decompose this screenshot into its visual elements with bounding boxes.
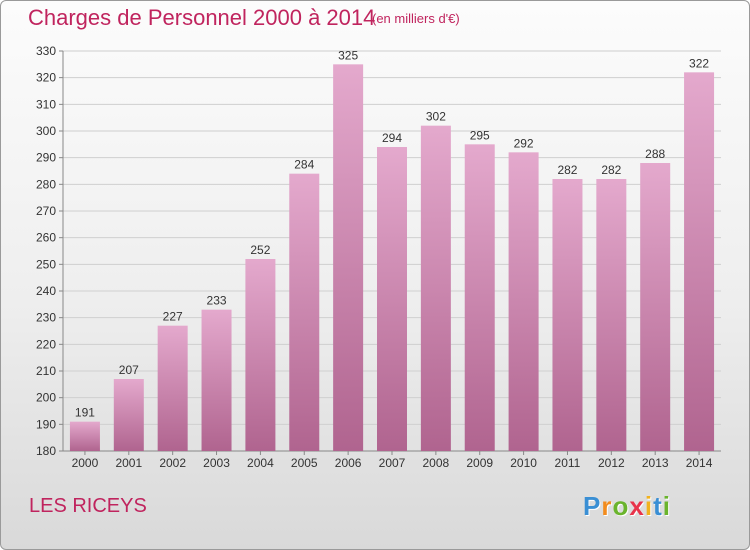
y-tick-label: 230 — [36, 311, 56, 325]
logo-letter: i — [662, 491, 671, 521]
x-tick-label: 2011 — [555, 456, 581, 470]
x-tick-label: 2006 — [335, 456, 362, 470]
x-tick-label: 2005 — [291, 456, 318, 470]
x-tick-label: 2003 — [203, 456, 230, 470]
bar-2007 — [377, 147, 407, 451]
x-tick-label: 2009 — [466, 456, 493, 470]
x-tick-label: 2013 — [642, 456, 669, 470]
bar-2000 — [69, 421, 100, 451]
y-tick-label: 250 — [36, 257, 56, 271]
data-label: 292 — [514, 136, 534, 150]
place-name: LES RICEYS — [29, 495, 147, 517]
data-label: 191 — [75, 406, 95, 420]
x-tick-label: 2008 — [423, 456, 450, 470]
data-label: 227 — [163, 310, 183, 324]
bar-2009 — [464, 144, 495, 452]
data-label: 252 — [250, 243, 270, 257]
data-label: 282 — [601, 163, 621, 177]
x-tick-label: 2001 — [115, 456, 142, 470]
data-label: 288 — [645, 147, 665, 161]
y-tick-label: 290 — [36, 151, 56, 165]
bar-2002 — [157, 325, 188, 451]
y-tick-label: 300 — [36, 124, 56, 138]
data-label: 302 — [426, 110, 446, 124]
x-tick-label: 2014 — [686, 456, 713, 470]
logo-letter: i — [644, 491, 654, 521]
x-tick-label: 2007 — [379, 456, 406, 470]
y-tick-label: 310 — [36, 97, 56, 111]
data-label: 325 — [338, 48, 358, 62]
bar-2012 — [596, 179, 627, 451]
y-tick-label: 210 — [36, 364, 56, 378]
bar-2001 — [113, 379, 144, 451]
data-label: 207 — [119, 363, 139, 377]
x-tick-label: 2010 — [510, 456, 537, 470]
y-tick-label: 320 — [36, 71, 56, 85]
data-label: 284 — [294, 158, 314, 172]
x-tick-label: 2012 — [598, 456, 625, 470]
data-label: 322 — [689, 56, 709, 70]
data-label: 295 — [470, 128, 490, 142]
x-tick-label: 2000 — [72, 456, 99, 470]
proxiti-logo: Proxiti — [583, 491, 671, 522]
bar-2006 — [333, 64, 364, 452]
bar-2004 — [245, 259, 276, 451]
logo-letter: t — [653, 491, 663, 521]
bar-2008 — [420, 125, 451, 452]
y-tick-label: 220 — [36, 337, 56, 351]
chart-subtitle: (en milliers d'€) — [372, 11, 460, 26]
y-tick-label: 280 — [36, 177, 56, 191]
x-tick-label: 2004 — [247, 456, 274, 470]
bar-2011 — [552, 179, 583, 451]
y-tick-label: 270 — [36, 204, 56, 218]
bar-2003 — [201, 309, 232, 451]
bar-2013 — [640, 163, 671, 451]
logo-letter: o — [612, 491, 630, 521]
data-label: 294 — [382, 131, 402, 145]
logo-letter: P — [583, 491, 602, 521]
logo-letter: r — [601, 491, 613, 521]
logo-letter: x — [629, 491, 645, 521]
bar-2005 — [289, 173, 320, 451]
y-tick-label: 180 — [36, 444, 56, 458]
chart-title: Charges de Personnel 2000 à 2014 — [28, 5, 376, 30]
y-tick-label: 260 — [36, 231, 56, 245]
y-tick-label: 190 — [36, 417, 56, 431]
bar-2014 — [684, 72, 715, 451]
x-tick-label: 2002 — [159, 456, 186, 470]
bar-2010 — [508, 152, 539, 452]
y-tick-label: 200 — [36, 391, 56, 405]
y-tick-label: 240 — [36, 284, 56, 298]
y-tick-label: 330 — [36, 44, 56, 58]
data-label: 233 — [207, 294, 227, 308]
data-label: 282 — [557, 163, 577, 177]
